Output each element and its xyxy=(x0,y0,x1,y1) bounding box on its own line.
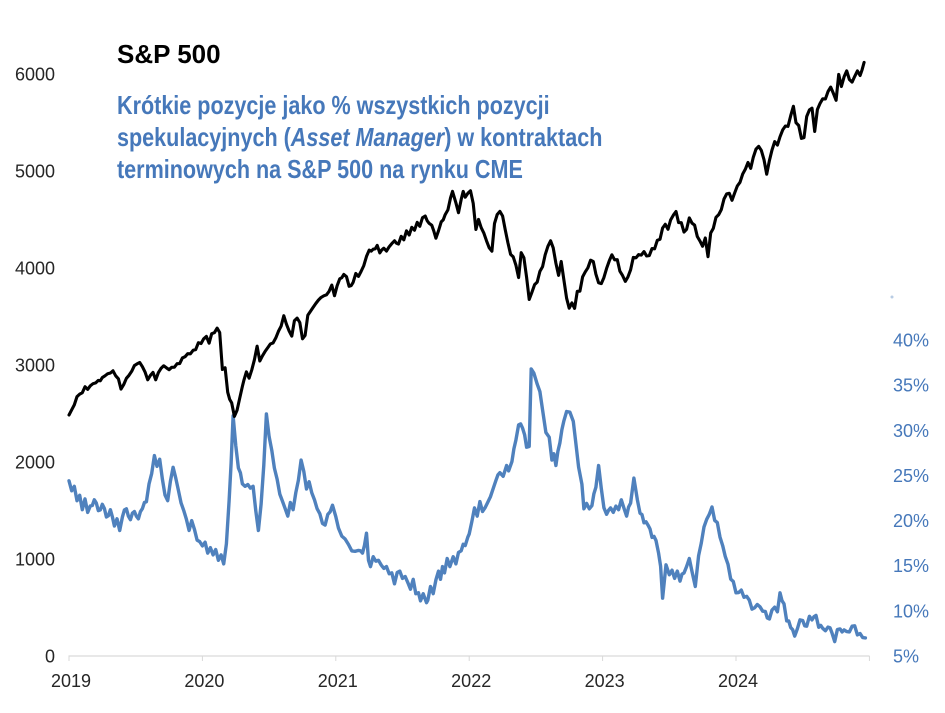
svg-text:4000: 4000 xyxy=(15,259,55,279)
svg-text:3000: 3000 xyxy=(15,356,55,376)
svg-text:1000: 1000 xyxy=(15,550,55,570)
svg-text:S&P 500: S&P 500 xyxy=(117,39,221,69)
svg-text:terminowych na S&P 500 na rynk: terminowych na S&P 500 na rynku CME xyxy=(117,155,523,184)
svg-text:40%: 40% xyxy=(893,331,929,351)
svg-text:2023: 2023 xyxy=(585,671,625,691)
svg-text:2020: 2020 xyxy=(184,671,224,691)
svg-text:5000: 5000 xyxy=(15,162,55,182)
svg-text:35%: 35% xyxy=(893,376,929,396)
svg-text:spekulacyjnych (Asset Manager): spekulacyjnych (Asset Manager) w kontrak… xyxy=(117,123,602,152)
svg-text:Krótkie pozycje jako % wszystk: Krótkie pozycje jako % wszystkich pozycj… xyxy=(117,91,550,120)
svg-text:20%: 20% xyxy=(893,511,929,531)
svg-text:30%: 30% xyxy=(893,421,929,441)
svg-text:10%: 10% xyxy=(893,601,929,621)
svg-text:2022: 2022 xyxy=(451,671,491,691)
svg-text:0: 0 xyxy=(45,647,55,667)
svg-text:5%: 5% xyxy=(893,647,919,667)
svg-text:6000: 6000 xyxy=(15,65,55,85)
svg-text:2000: 2000 xyxy=(15,453,55,473)
svg-text:15%: 15% xyxy=(893,556,929,576)
svg-text:25%: 25% xyxy=(893,466,929,486)
svg-text:2019: 2019 xyxy=(51,671,91,691)
svg-text:2021: 2021 xyxy=(318,671,358,691)
svg-text:2024: 2024 xyxy=(718,671,758,691)
